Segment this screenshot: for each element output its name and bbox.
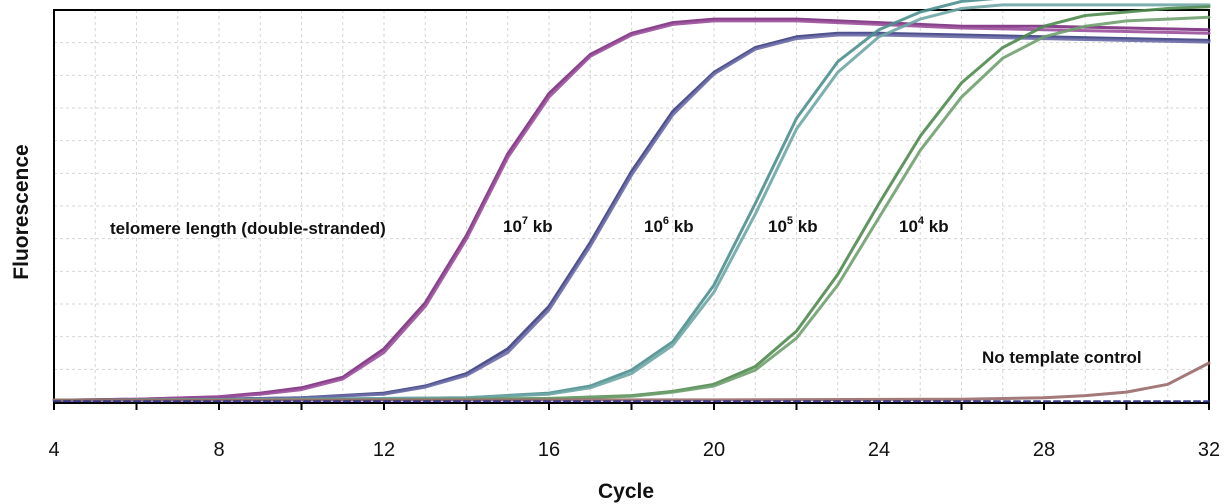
series-line-ntc <box>52 361 1211 402</box>
x-axis-tick-labels: 4 8 12 16 20 24 28 32 <box>48 439 1220 461</box>
x-axis-ticks <box>53 402 1210 410</box>
label-1e4-kb: 104 kb <box>899 215 949 236</box>
series-line-s7b <box>52 19 1211 402</box>
series-line-s6b <box>52 33 1211 402</box>
x-tick-label: 8 <box>213 439 224 461</box>
telomere-length-label: telomere length (double-stranded) <box>110 219 386 238</box>
x-tick-label: 4 <box>48 439 59 461</box>
label-1e5-kb: 105 kb <box>768 215 818 236</box>
series-lines <box>52 0 1211 403</box>
series-line-s4b <box>52 15 1211 402</box>
x-tick-label: 20 <box>703 439 725 461</box>
x-tick-label: 32 <box>1198 439 1220 461</box>
series-line-s5b <box>52 3 1211 402</box>
x-tick-label: 24 <box>868 439 890 461</box>
x-tick-label: 12 <box>373 439 395 461</box>
label-1e6-kb: 106 kb <box>644 215 694 236</box>
x-axis-title: Cycle <box>598 480 654 503</box>
y-axis-title: Fluorescence <box>10 144 33 279</box>
x-tick-label: 16 <box>538 439 560 461</box>
no-template-control-label: No template control <box>982 348 1142 367</box>
grid <box>54 10 1209 402</box>
x-tick-label: 28 <box>1033 439 1055 461</box>
label-1e7-kb: 107 kb <box>503 215 553 236</box>
